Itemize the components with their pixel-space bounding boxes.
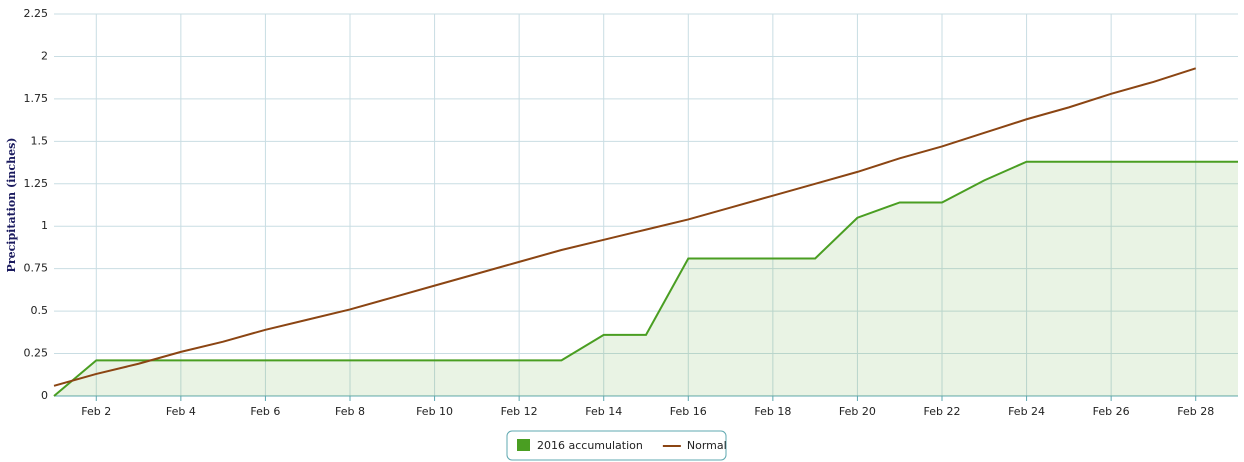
y-axis-label: Precipitation (inches) [5,138,18,273]
x-tick-label: Feb 12 [501,405,538,418]
legend-label: 2016 accumulation [537,439,643,452]
x-tick-label: Feb 4 [166,405,196,418]
x-tick-label: Feb 26 [1093,405,1130,418]
x-tick-label: Feb 24 [1008,405,1045,418]
y-tick-label: 2 [41,49,48,62]
x-tick-label: Feb 20 [839,405,876,418]
x-tick-label: Feb 14 [585,405,622,418]
y-tick-label: 2.25 [24,7,49,20]
legend-swatch [517,439,530,451]
y-tick-label: 0.25 [24,347,49,360]
y-tick-label: 0.75 [24,262,49,275]
x-tick-label: Feb 28 [1177,405,1214,418]
x-tick-label: Feb 18 [754,405,791,418]
x-tick-label: Feb 10 [416,405,453,418]
x-tick-label: Feb 6 [250,405,280,418]
area-line [53,160,1238,397]
legend-label: Normal [687,439,727,452]
x-tick-label: Feb 22 [924,405,961,418]
x-tick-label: Feb 16 [670,405,707,418]
y-tick-label: 1.75 [24,92,49,105]
y-tick-label: 0 [41,389,48,402]
y-tick-label: 1.25 [24,177,49,190]
legend-box [506,430,727,461]
area-fill [54,161,1238,396]
x-tick-label: Feb 2 [81,405,111,418]
y-tick-label: 1 [41,219,48,232]
x-tick-label: Feb 8 [335,405,365,418]
y-tick-label: 1.5 [31,134,49,147]
line [53,67,1197,387]
y-tick-label: 0.5 [31,304,49,317]
